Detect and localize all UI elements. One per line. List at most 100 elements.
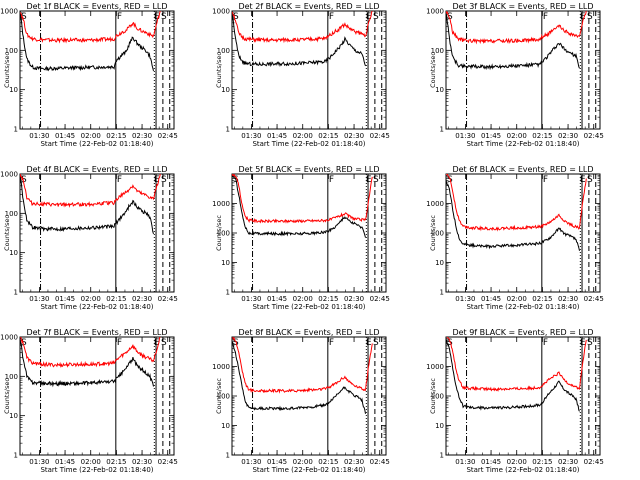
- x-tick-label: 01:30: [29, 458, 49, 466]
- plot-frame: [19, 336, 175, 456]
- x-tick-label: 02:00: [507, 458, 527, 466]
- y-tick-label: 1000: [0, 8, 18, 16]
- x-tick-label: 01:45: [481, 132, 501, 140]
- x-axis-label: Start Time (22-Feb-02 01:18:40): [252, 466, 365, 474]
- marker-label-s: S: [447, 338, 453, 348]
- x-tick-label: 01:45: [267, 295, 287, 303]
- x-tick-label: 02:15: [318, 458, 338, 466]
- x-tick-label: 02:30: [558, 295, 578, 303]
- y-tick-label: 1000: [212, 200, 230, 208]
- marker-label-s2: S: [587, 175, 593, 185]
- chart-title: Det 1f BLACK = Events, RED = LLD: [26, 2, 167, 11]
- x-axis-label: Start Time (22-Feb-02 01:18:40): [466, 303, 579, 311]
- marker-label-e: E: [366, 175, 372, 185]
- lld-series-line: [20, 174, 161, 208]
- marker-label-s: S: [21, 12, 27, 22]
- marker-label-s: S: [233, 12, 239, 22]
- y-axis-label: Counts/sec: [3, 215, 11, 251]
- x-tick-label: 02:15: [532, 458, 552, 466]
- chart-title: Det 6f BLACK = Events, RED = LLD: [452, 165, 593, 174]
- x-tick-label: 01:30: [241, 132, 261, 140]
- x-tick-label: 02:15: [318, 132, 338, 140]
- x-tick-label: 01:30: [455, 295, 475, 303]
- marker-label-s2: S: [373, 12, 379, 22]
- y-tick-label: 100: [431, 393, 444, 401]
- x-axis-label: Start Time (22-Feb-02 01:18:40): [40, 466, 153, 474]
- x-tick-label: 02:30: [132, 132, 152, 140]
- chart-title: Det 2f BLACK = Events, RED = LLD: [238, 2, 379, 11]
- x-tick-label: 02:15: [318, 295, 338, 303]
- marker-label-f: F: [543, 12, 548, 22]
- events-series-line: [446, 12, 580, 71]
- x-tick-label: 02:30: [344, 295, 364, 303]
- chart-panel-2: Det 2f BLACK = Events, RED = LLD 1 10 100 10…: [212, 2, 390, 148]
- events-series-line: [446, 339, 580, 412]
- y-tick-label: 100: [431, 230, 444, 238]
- chart-panel-8: Det 8f BLACK = Events, RED = LLD 1 10 100 10…: [212, 328, 390, 474]
- plot-frame: [445, 173, 601, 293]
- y-axis-label: Counts/sec: [429, 215, 437, 251]
- y-tick-label: 1: [226, 452, 230, 460]
- y-tick-label: 1000: [0, 171, 18, 179]
- marker-label-s2: S: [373, 175, 379, 185]
- marker-label-f: F: [543, 175, 548, 185]
- lld-series-line: [232, 337, 373, 394]
- events-series-line: [20, 174, 154, 235]
- y-tick-label: 1: [14, 289, 18, 297]
- plot-frame: [19, 10, 175, 130]
- marker-label-e: E: [154, 12, 160, 22]
- x-tick-label: 02:00: [293, 132, 313, 140]
- y-tick-label: 10: [221, 259, 230, 267]
- marker-label-s2: S: [587, 12, 593, 22]
- x-tick-label: 02:00: [507, 295, 527, 303]
- x-tick-label: 02:45: [158, 132, 178, 140]
- y-axis-label: Counts/sec: [429, 52, 437, 88]
- events-series-line: [232, 11, 366, 67]
- y-tick-label: 100: [431, 47, 444, 55]
- x-tick-label: 01:45: [267, 132, 287, 140]
- x-tick-label: 02:15: [106, 458, 126, 466]
- marker-label-s2: S: [373, 338, 379, 348]
- x-tick-label: 02:45: [158, 458, 178, 466]
- lld-series-line: [232, 11, 373, 44]
- x-tick-label: 01:45: [55, 458, 75, 466]
- y-tick-label: 1: [440, 289, 444, 297]
- plot-frame: [231, 336, 387, 456]
- y-tick-label: 10: [435, 259, 444, 267]
- y-tick-label: 100: [5, 373, 18, 381]
- marker-label-s: S: [447, 12, 453, 22]
- x-axis-label: Start Time (22-Feb-02 01:18:40): [40, 303, 153, 311]
- chart-panel-7: Det 7f BLACK = Events, RED = LLD 1 10 100 10…: [0, 328, 178, 474]
- y-tick-label: 100: [5, 47, 18, 55]
- marker-label-s2: S: [161, 12, 167, 22]
- y-tick-label: 10: [9, 86, 18, 94]
- y-tick-label: 1: [440, 126, 444, 134]
- x-tick-label: 02:45: [158, 295, 178, 303]
- x-axis-label: Start Time (22-Feb-02 01:18:40): [466, 466, 579, 474]
- marker-label-e: E: [580, 12, 586, 22]
- x-tick-label: 02:00: [507, 132, 527, 140]
- y-axis-label: Counts/sec: [215, 215, 223, 251]
- chart-panel-9: Det 9f BLACK = Events, RED = LLD 1 10 100 10…: [426, 328, 604, 474]
- x-axis-label: Start Time (22-Feb-02 01:18:40): [252, 140, 365, 148]
- chart-title: Det 9f BLACK = Events, RED = LLD: [452, 328, 593, 337]
- chart-panel-5: Det 5f BLACK = Events, RED = LLD 1 10 100 10…: [212, 165, 390, 311]
- x-tick-label: 02:45: [584, 295, 604, 303]
- y-tick-label: 1000: [426, 200, 444, 208]
- plot-frame: [445, 336, 601, 456]
- y-tick-label: 1: [440, 452, 444, 460]
- x-tick-label: 01:30: [455, 458, 475, 466]
- chart-title: Det 5f BLACK = Events, RED = LLD: [238, 165, 379, 174]
- lld-series-line: [446, 174, 587, 232]
- y-tick-label: 10: [435, 422, 444, 430]
- plot-frame: [231, 10, 387, 130]
- x-axis-label: Start Time (22-Feb-02 01:18:40): [252, 303, 365, 311]
- marker-label-e: E: [580, 175, 586, 185]
- x-tick-label: 02:15: [106, 295, 126, 303]
- x-tick-label: 02:15: [106, 132, 126, 140]
- x-tick-label: 02:45: [370, 295, 390, 303]
- y-tick-label: 10: [435, 86, 444, 94]
- chart-panel-4: Det 4f BLACK = Events, RED = LLD 1 10 100 10…: [0, 165, 178, 311]
- lld-series-line: [232, 174, 373, 224]
